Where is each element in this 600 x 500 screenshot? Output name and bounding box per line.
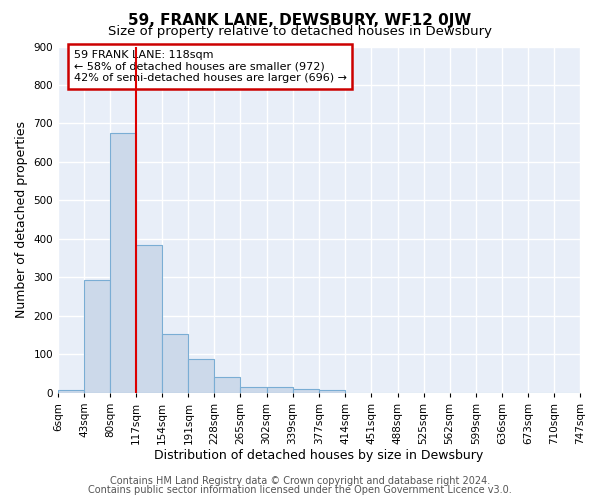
Bar bbox=[162, 334, 188, 393]
Text: Contains public sector information licensed under the Open Government Licence v3: Contains public sector information licen… bbox=[88, 485, 512, 495]
Bar bbox=[136, 244, 162, 393]
Bar bbox=[84, 280, 110, 393]
Y-axis label: Number of detached properties: Number of detached properties bbox=[15, 121, 28, 318]
Bar bbox=[214, 378, 241, 393]
Bar bbox=[110, 133, 136, 393]
Bar bbox=[319, 390, 346, 393]
X-axis label: Distribution of detached houses by size in Dewsbury: Distribution of detached houses by size … bbox=[154, 450, 484, 462]
Text: Size of property relative to detached houses in Dewsbury: Size of property relative to detached ho… bbox=[108, 25, 492, 38]
Bar bbox=[293, 388, 319, 393]
Bar bbox=[266, 388, 293, 393]
Text: Contains HM Land Registry data © Crown copyright and database right 2024.: Contains HM Land Registry data © Crown c… bbox=[110, 476, 490, 486]
Bar bbox=[241, 388, 266, 393]
Bar bbox=[58, 390, 84, 393]
Bar bbox=[188, 359, 214, 393]
Text: 59, FRANK LANE, DEWSBURY, WF12 0JW: 59, FRANK LANE, DEWSBURY, WF12 0JW bbox=[128, 12, 472, 28]
Text: 59 FRANK LANE: 118sqm
← 58% of detached houses are smaller (972)
42% of semi-det: 59 FRANK LANE: 118sqm ← 58% of detached … bbox=[74, 50, 347, 83]
